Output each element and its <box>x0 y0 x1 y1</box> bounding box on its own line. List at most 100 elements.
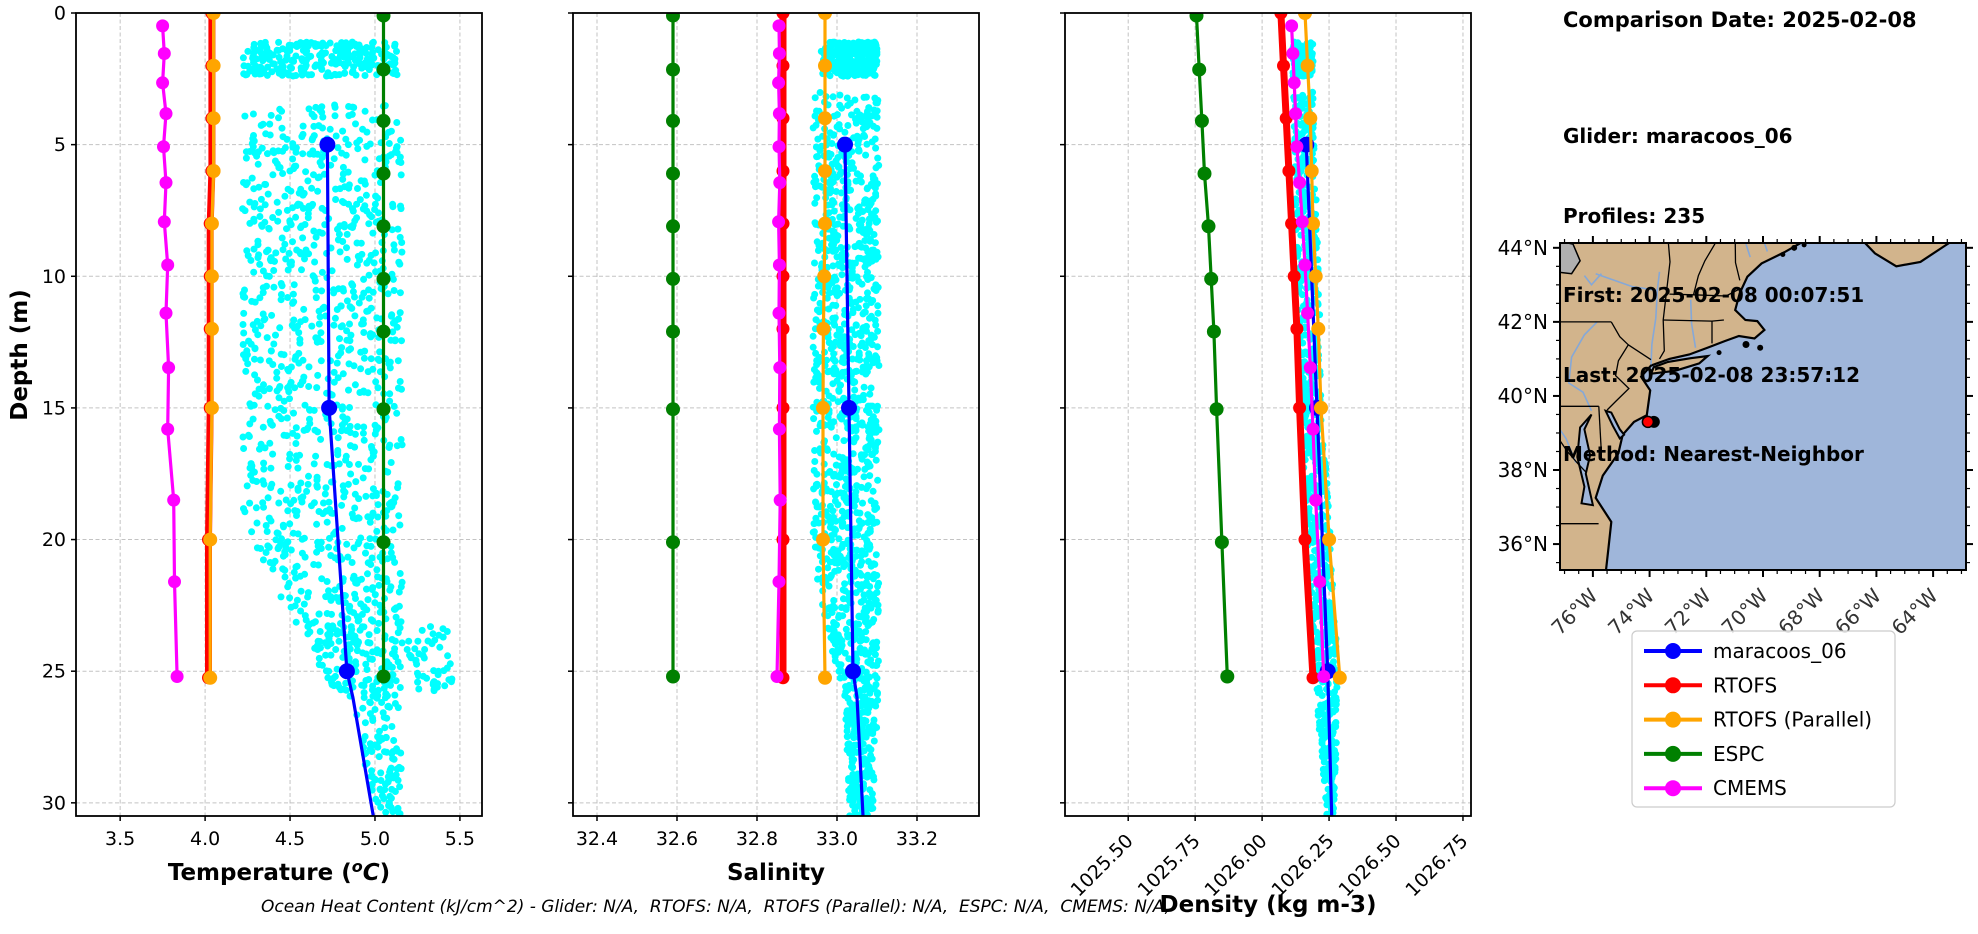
legend-entry-label: RTOFS (Parallel) <box>1713 708 1872 732</box>
x-tick-label: 4.5 <box>275 828 305 850</box>
map-state-border <box>1606 321 1630 411</box>
y-tick-label: 30 <box>42 792 66 814</box>
x-tick-label: 5.0 <box>360 828 390 850</box>
map-river <box>1560 428 1577 463</box>
legend-entry-rtofs-parallel-: RTOFS (Parallel) <box>1644 708 1872 732</box>
map-lat-label: 36°N <box>1498 532 1548 556</box>
map-state-border <box>1734 243 1741 281</box>
y-axis-label-depth: Depth (m) <box>7 289 33 421</box>
profile-plot-temperature: 3.5 4.0 4.5 5.0 5.5 0 5 10 15 20 25 30 Temperature (… <box>42 3 483 886</box>
y-axis-density <box>1060 12 1065 804</box>
y-tick-label: 15 <box>42 397 66 419</box>
map-river <box>1650 271 1661 365</box>
x-tick-label: 1026.25 <box>1267 830 1338 901</box>
x-axis-density: 1025.501025.751026.001026.251026.501026.… <box>1067 816 1473 901</box>
series-CMEMS-salinity <box>770 19 787 683</box>
map-land <box>1863 243 1952 268</box>
legend-marker-sample <box>1665 711 1681 728</box>
legend-entry-cmems: CMEMS <box>1644 776 1787 800</box>
axes-box-density <box>1064 12 1472 817</box>
glider-info-block: Glider: maracoos_06 Profiles: 235 First:… <box>1563 70 1864 521</box>
last-profile-line: Last: 2025-02-08 23:57:12 <box>1563 362 1861 387</box>
series-RTOFS (Parallel)-temperature <box>203 13 221 685</box>
x-axis-temperature: 3.5 4.0 4.5 5.0 5.5 <box>105 816 475 850</box>
y-axis-salinity <box>568 12 573 804</box>
glider-name-line: Glider: maracoos_06 <box>1563 124 1793 148</box>
profile-plot-density: 1025.501025.751026.001026.251026.501026.… <box>1060 12 1473 918</box>
glider-scatter-salinity <box>809 38 883 816</box>
map-river <box>1689 299 1697 348</box>
series-maracoos_06-temperature <box>319 136 375 816</box>
map-islet <box>1801 243 1807 248</box>
map-islet <box>1791 244 1798 251</box>
series-CMEMS-density <box>1285 19 1331 683</box>
first-profile-line: First: 2025-02-08 00:07:51 <box>1563 283 1865 307</box>
series-RTOFS (Parallel)-density <box>1298 13 1347 685</box>
y-axis-temperature: 0 5 10 15 20 25 30 <box>42 3 76 814</box>
legend-marker-sample <box>1665 780 1681 797</box>
legend-entry-label: maracoos_06 <box>1713 639 1847 663</box>
comparison-date-title: Comparison Date: 2025-02-08 <box>1563 8 1917 32</box>
y-tick-label: 25 <box>42 661 66 683</box>
y-tick-label: 0 <box>54 3 66 25</box>
legend-entry-espc: ESPC <box>1644 742 1764 766</box>
x-axis-label-density: Density (kg m-3) <box>1160 892 1377 918</box>
map-state-border <box>1598 406 1603 454</box>
x-tick-label: 5.5 <box>445 828 475 850</box>
method-line: Method: Nearest-Neighbor <box>1563 442 1864 466</box>
map-state-border <box>1692 243 1717 295</box>
axes-box-salinity <box>572 12 980 817</box>
x-tick-label: 32.4 <box>576 828 618 850</box>
series-RTOFS (Parallel)-salinity <box>816 13 832 685</box>
map-state-border <box>1669 288 1740 297</box>
profile-plot-salinity: 32.4 32.6 32.8 33.0 33.2 Salinity <box>568 12 980 886</box>
legend-entry-label: ESPC <box>1713 742 1764 766</box>
series-maracoos_06-salinity <box>837 136 865 816</box>
map-islet <box>1716 350 1722 356</box>
map-lat-label: 40°N <box>1498 384 1548 408</box>
x-axis-label-salinity: Salinity <box>727 860 825 886</box>
x-tick-label: 33.0 <box>816 828 858 850</box>
series-ESPC-temperature <box>376 13 391 684</box>
x-tick-label: 3.5 <box>105 828 135 850</box>
grid-salinity <box>573 12 979 816</box>
map-islet <box>1780 251 1786 257</box>
x-tick-label: 32.8 <box>736 828 778 850</box>
y-tick-label: 20 <box>42 529 66 551</box>
series-ESPC-density <box>1189 13 1235 684</box>
legend-marker-sample <box>1665 643 1681 659</box>
map-islet <box>1742 340 1750 348</box>
map-state-border <box>1560 439 1587 473</box>
x-tick-label: 32.6 <box>656 828 698 850</box>
x-tick-label: 1026.75 <box>1401 830 1472 901</box>
map-lake <box>1560 243 1581 275</box>
legend-entry-label: RTOFS <box>1713 673 1777 697</box>
profiles-line: Profiles: 235 <box>1563 203 1706 228</box>
glider-scatter-temperature <box>239 38 456 816</box>
legend-box <box>1631 630 1896 808</box>
map-lon-label: 76°W <box>1546 583 1602 639</box>
series-ESPC-salinity <box>666 13 680 684</box>
map-lon-label: 64°W <box>1887 583 1943 639</box>
x-tick-label: 4.0 <box>190 828 220 850</box>
glider-position <box>1641 415 1655 429</box>
x-tick-label: 33.2 <box>896 828 938 850</box>
map-land <box>1560 243 1803 570</box>
axes-box-temperature <box>75 12 483 817</box>
legend-marker-sample <box>1665 677 1681 694</box>
map-islet <box>1757 344 1764 351</box>
legend-entry-rtofs: RTOFS <box>1644 673 1777 697</box>
map-ticks <box>1553 236 1973 577</box>
map-bay <box>1576 413 1595 507</box>
map-bay <box>1603 409 1626 441</box>
map-state-border <box>1627 344 1652 361</box>
x-axis-label-temperature: Temperature (oC) <box>168 857 390 886</box>
legend-marker-sample <box>1665 745 1681 762</box>
ocean-heat-content-annotation: Ocean Heat Content (kJ/cm^2) - Glider: N… <box>261 897 1171 917</box>
legend: maracoos_06 RTOFS RTOFS (Parallel) ESPC CMEM… <box>1631 630 1896 808</box>
map-river <box>1595 272 1658 292</box>
x-tick-label: 1025.50 <box>1067 830 1138 901</box>
map-river <box>1583 273 1602 287</box>
